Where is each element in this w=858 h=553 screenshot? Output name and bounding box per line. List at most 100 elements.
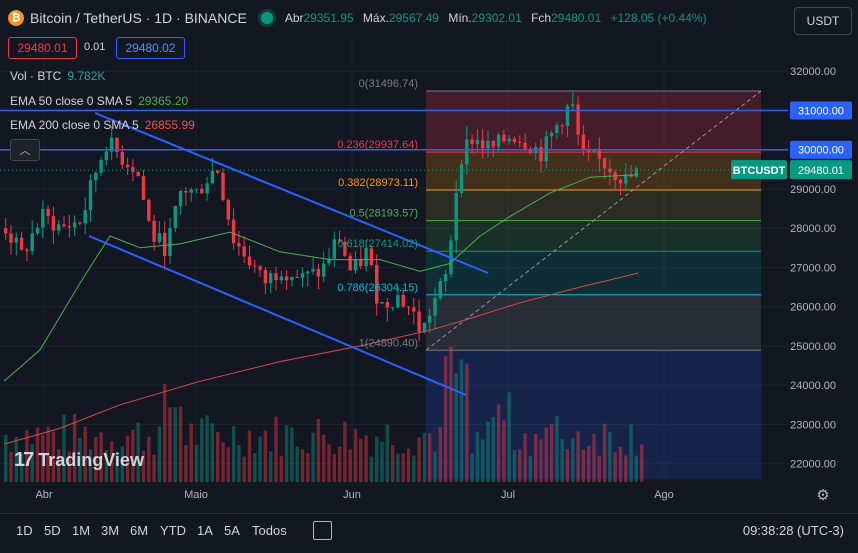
volume-bar [25, 430, 29, 482]
volume-bar [475, 432, 480, 482]
volume-bar [274, 416, 278, 482]
volume-bar [210, 423, 215, 482]
candle [634, 166, 639, 179]
spread-value: 0.01 [84, 41, 106, 53]
volume-bar [401, 453, 405, 482]
timeframe-ytd[interactable]: YTD [160, 523, 186, 538]
timeframe-5d[interactable]: 5D [44, 523, 61, 538]
y-tick-label: 22000.00 [790, 459, 836, 471]
timeframe-all[interactable]: Todos [252, 523, 287, 538]
sell-button[interactable]: 29480.01 [8, 37, 77, 59]
market-open-icon [260, 12, 273, 24]
level-price-label: 30000.00 [798, 145, 844, 157]
candle [67, 214, 71, 238]
candle [459, 160, 464, 198]
volume-bar [406, 448, 411, 482]
symbol-title-row[interactable]: ₿ Bitcoin / TetherUS · 1D · BINANCE Abr2… [8, 10, 713, 26]
timeframe-1a[interactable]: 1A [197, 523, 213, 538]
candle [88, 174, 93, 223]
tradingview-logo: 17 TradingView [14, 449, 144, 471]
volume-bar [624, 455, 628, 482]
candle [157, 221, 162, 245]
candle [443, 270, 448, 292]
volume-bar [226, 447, 230, 482]
collapse-legend-button[interactable]: ︿ [10, 139, 40, 161]
clock-timezone[interactable]: 09:38:28 (UTC-3) [742, 523, 844, 538]
volume-bar [57, 449, 61, 482]
candle [539, 138, 543, 173]
candle [475, 128, 480, 152]
timeframe-1d[interactable]: 1D [16, 523, 33, 538]
volume-bar [375, 436, 379, 482]
volume-bar [300, 449, 305, 482]
candle [412, 297, 416, 325]
candle [523, 133, 527, 152]
fib-label: 0.786(26304.15) [337, 282, 418, 294]
volume-bar [104, 450, 109, 482]
volume-bar [120, 446, 124, 482]
candle [200, 184, 204, 195]
volume-bar [428, 433, 432, 482]
volume-bar [565, 448, 570, 482]
volume-bar [269, 451, 273, 482]
volume-bar [528, 456, 533, 482]
candle [375, 254, 379, 316]
timeframe-6m[interactable]: 6M [130, 523, 149, 538]
legend-ema50[interactable]: EMA 50 close 0 SMA 5 29365.20 [10, 94, 189, 108]
volume-bar [231, 426, 236, 482]
currency-selector[interactable]: USDT [794, 7, 852, 35]
volume-bar [587, 445, 591, 482]
volume-bar [78, 438, 82, 482]
fib-zone [426, 251, 761, 295]
volume-bar [581, 449, 586, 482]
candle [332, 231, 336, 267]
candle [364, 239, 368, 272]
volume-bar [443, 355, 448, 482]
fib-label: 0.382(28973.11) [338, 177, 418, 189]
candle [253, 259, 257, 273]
buy-button[interactable]: 29480.02 [116, 37, 185, 59]
volume-bar [465, 363, 469, 482]
volume-bar [592, 434, 596, 482]
candle [19, 231, 24, 251]
fib-label: 0.5(28193.57) [350, 208, 419, 220]
candle [327, 247, 331, 266]
symbol-title[interactable]: Bitcoin / TetherUS · 1D · BINANCE [30, 10, 247, 26]
legend-volume[interactable]: Vol · BTC 9.782K [10, 69, 106, 83]
date-range-icon[interactable] [313, 521, 332, 540]
candle [311, 256, 315, 275]
volume-bar [555, 416, 559, 482]
volume-bar [613, 452, 617, 482]
legend-ema200[interactable]: EMA 200 close 0 SMA 5 26855.99 [10, 118, 195, 132]
volume-bar [481, 439, 485, 482]
candle [284, 270, 289, 291]
candle [274, 267, 278, 291]
fib-zone [426, 294, 761, 351]
volume-bar [560, 439, 564, 482]
volume-bar [385, 424, 389, 482]
candle [125, 157, 130, 176]
settings-gear-icon[interactable]: ⚙ [816, 487, 830, 504]
candle [608, 159, 612, 185]
candle [120, 145, 124, 170]
volume-bar [205, 415, 209, 482]
fib-trend-line [425, 90, 762, 351]
candle [449, 235, 453, 278]
volume-bar [115, 453, 119, 482]
volume-bar [9, 451, 13, 482]
y-tick-label: 25000.00 [790, 341, 836, 353]
candle [210, 157, 215, 185]
volume-bar [152, 454, 156, 482]
timeframe-5a[interactable]: 5A [224, 523, 240, 538]
timeframe-1m[interactable]: 1M [72, 523, 91, 538]
candle [205, 176, 209, 201]
candle [110, 126, 114, 160]
candle [486, 130, 490, 158]
volume-bar [316, 419, 321, 482]
timeframe-3m[interactable]: 3M [101, 523, 120, 538]
candle [428, 308, 432, 334]
volume-bar [178, 406, 183, 482]
y-tick-label: 32000.00 [790, 66, 836, 78]
candle [507, 135, 511, 145]
